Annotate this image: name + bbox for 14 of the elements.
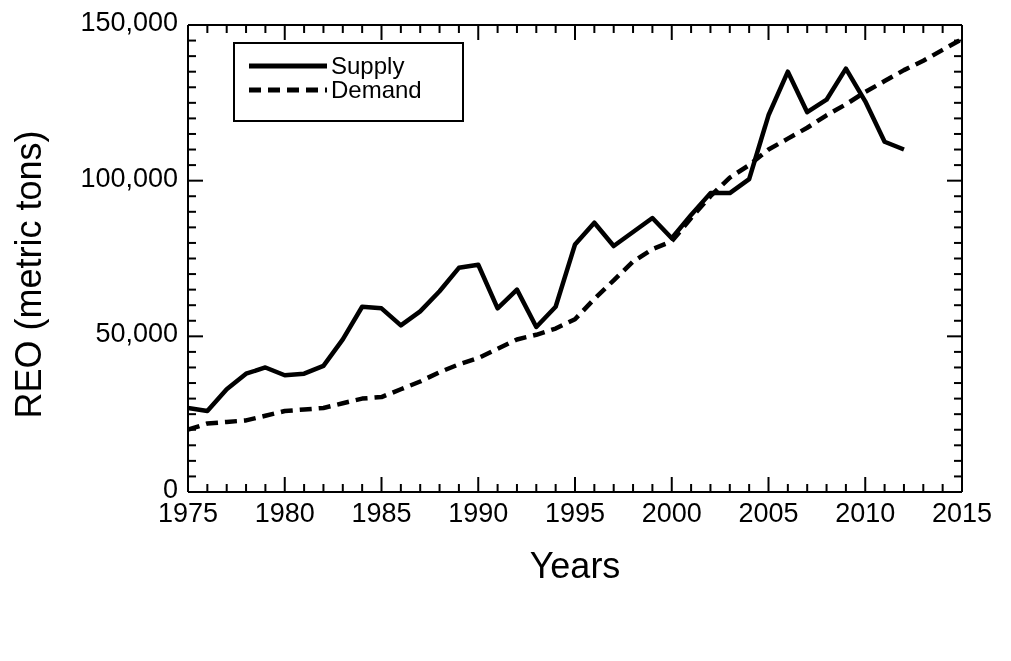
x-tick-label: 1980 [254, 498, 315, 528]
x-tick-label: 2000 [641, 498, 702, 528]
x-tick-label: 2010 [835, 498, 896, 528]
legend-label: Supply [331, 52, 405, 79]
x-tick-label: 1985 [351, 498, 412, 528]
x-axis-title: Years [529, 545, 621, 586]
y-tick-label: 150,000 [80, 7, 178, 37]
x-tick-label: 1990 [448, 498, 509, 528]
y-tick-label: 100,000 [80, 162, 178, 193]
y-axis-title: REO (metric tons) [7, 130, 49, 419]
x-tick-label: 2015 [931, 498, 993, 528]
y-tick-label: 50,000 [95, 318, 178, 349]
x-tick-label: 1995 [544, 498, 606, 528]
x-tick-label: 2005 [738, 498, 799, 528]
